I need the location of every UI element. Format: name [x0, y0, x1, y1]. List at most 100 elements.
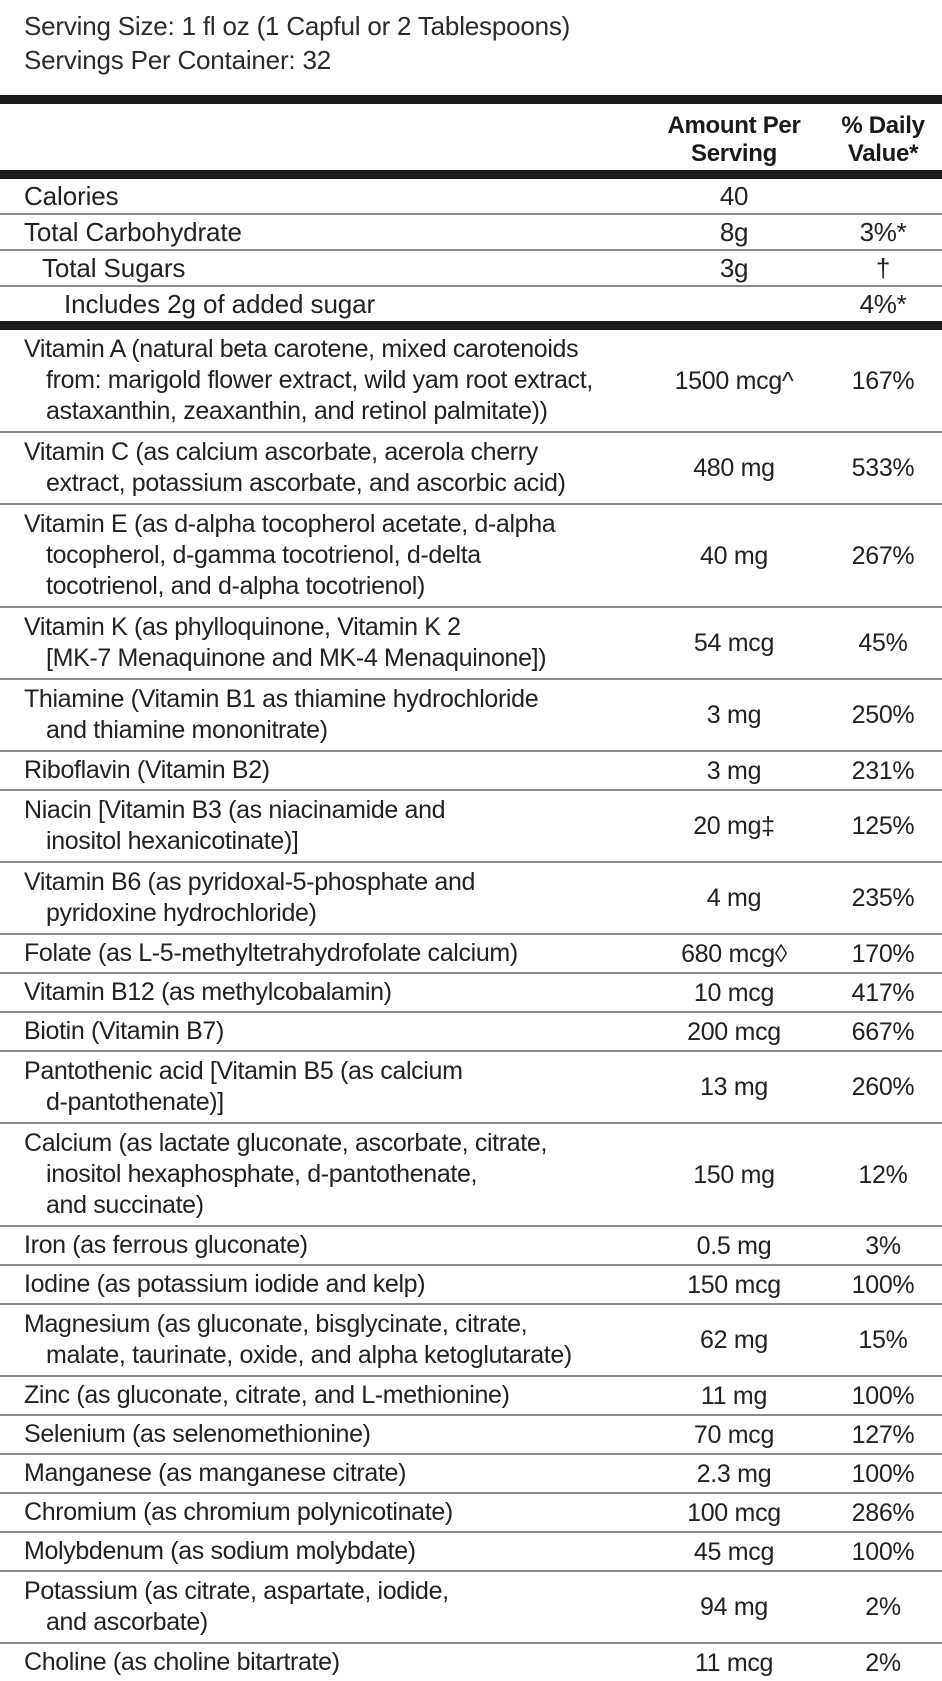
- vitamin-daily-value: 267%: [851, 541, 915, 570]
- vitamin-row: Calcium (as lactate gluconate, ascorbate…: [0, 1124, 942, 1225]
- nutrient-amount: 3g: [719, 253, 749, 283]
- vitamin-daily-value: 250%: [851, 701, 915, 729]
- vitamin-row: Molybdenum (as sodium molybdate) 45 mcg 10…: [0, 1533, 942, 1570]
- vitamin-daily-value: 231%: [851, 756, 915, 785]
- vitamin-daily-value: 100%: [851, 1270, 915, 1299]
- vitamin-row: Vitamin A (natural beta carotene, mixed …: [0, 330, 942, 431]
- vitamin-row: Manganese (as manganese citrate) 2.3 mg 10…: [0, 1455, 942, 1492]
- vitamin-row: Selenium (as selenomethionine) 70 mcg 127%: [0, 1416, 942, 1453]
- nutrient-name: Includes 2g of added sugar: [64, 288, 376, 319]
- vitamin-name: Vitamin B12 (as methylcobalamin): [0, 977, 644, 1008]
- vitamin-name: Vitamin C (as calcium ascorbate, acerola…: [0, 437, 644, 499]
- dv-header-line1: % Daily: [841, 112, 925, 139]
- vitamin-name-line: d-pantothenate)]: [46, 1088, 224, 1116]
- row-divider: [0, 789, 942, 791]
- vitamin-daily-value: 3%: [865, 1231, 901, 1260]
- vitamin-row: Choline (as choline bitartrate) 11 mcg 2%: [0, 1644, 942, 1681]
- vitamin-rows-group: Vitamin A (natural beta carotene, mixed …: [0, 330, 942, 1681]
- vitamin-name-line: tocopherol, d-gamma tocotrienol, d-delta: [46, 541, 481, 569]
- vitamin-amount: 40 mg: [700, 541, 768, 570]
- vitamin-amount: 11 mg: [700, 1381, 768, 1410]
- vitamin-daily-value: 127%: [851, 1420, 915, 1449]
- vitamin-name-line: pyridoxine hydrochloride): [46, 899, 317, 927]
- vitamin-amount: 0.5 mg: [696, 1231, 772, 1260]
- row-divider: [0, 678, 942, 680]
- header-bottom-thick-rule: [0, 170, 942, 179]
- vitamin-amount: 100 mcg: [687, 1498, 781, 1527]
- vitamin-name-line: Vitamin B12 (as methylcobalamin): [24, 978, 392, 1006]
- nutrient-name: Calories: [24, 180, 119, 211]
- vitamin-name: Chromium (as chromium polynicotinate): [0, 1497, 644, 1528]
- vitamin-name: Vitamin A (natural beta carotene, mixed …: [0, 334, 644, 427]
- vitamin-amount: 94 mg: [700, 1593, 768, 1621]
- vitamin-row: Iodine (as potassium iodide and kelp) 150…: [0, 1266, 942, 1303]
- vitamin-name: Vitamin E (as d-alpha tocopherol acetate…: [0, 509, 644, 602]
- vitamin-amount: 480 mg: [693, 454, 775, 482]
- vitamin-name: Magnesium (as gluconate, bisglycinate, c…: [0, 1309, 644, 1371]
- row-divider: [0, 1375, 942, 1377]
- vitamin-name-line: Choline (as choline bitartrate): [24, 1648, 340, 1676]
- vitamin-name: Folate (as L-5-methyltetrahydrofolate ca…: [0, 938, 644, 969]
- vitamin-name: Choline (as choline bitartrate): [0, 1647, 644, 1678]
- vitamin-name-line: Vitamin B6 (as pyridoxal-5-phosphate and: [24, 868, 476, 896]
- vitamin-row: Folate (as L-5-methyltetrahydrofolate ca…: [0, 935, 942, 972]
- vitamin-row: Biotin (Vitamin B7) 200 mcg 667%: [0, 1013, 942, 1050]
- vitamin-name: Zinc (as gluconate, citrate, and L-methi…: [0, 1380, 644, 1411]
- vitamin-name-line: Potassium (as citrate, aspartate, iodide…: [24, 1577, 449, 1605]
- row-divider: [0, 933, 942, 935]
- nutrient-name: Total Sugars: [42, 252, 186, 283]
- dv-header-line2: Value*: [847, 140, 919, 167]
- vitamin-row: Vitamin K (as phylloquinone, Vitamin K 2…: [0, 608, 942, 678]
- servings-per-container-text: Servings Per Container: 32: [24, 45, 331, 75]
- vitamin-daily-value: 2%: [865, 1593, 901, 1621]
- row-divider: [0, 1050, 942, 1052]
- row-divider: [0, 1303, 942, 1305]
- vitamin-daily-value: 260%: [851, 1073, 915, 1101]
- vitamin-name: Iodine (as potassium iodide and kelp): [0, 1269, 644, 1300]
- nutrient-row: Calories 40: [0, 179, 942, 213]
- vitamin-name: Vitamin K (as phylloquinone, Vitamin K 2…: [0, 612, 644, 674]
- vitamin-amount: 13 mg: [700, 1073, 768, 1101]
- amount-header-line2: Serving: [691, 140, 777, 167]
- vitamin-name: Manganese (as manganese citrate): [0, 1458, 644, 1489]
- vitamin-row: Thiamine (Vitamin B1 as thiamine hydroch…: [0, 680, 942, 750]
- vitamin-name-line: inositol hexanicotinate)]: [46, 827, 299, 855]
- vitamin-amount: 70 mcg: [693, 1420, 775, 1449]
- vitamin-daily-value: 170%: [851, 939, 915, 968]
- row-divider: [0, 606, 942, 608]
- nutrient-row: Includes 2g of added sugar 4%*: [0, 287, 942, 321]
- vitamin-name-line: astaxanthin, zeaxanthin, and retinol pal…: [46, 397, 548, 425]
- row-divider: [0, 1011, 942, 1013]
- vitamin-daily-value: 125%: [851, 812, 915, 840]
- vitamin-amount: 3 mg: [706, 756, 762, 785]
- vitamin-name-line: Calcium (as lactate gluconate, ascorbate…: [24, 1129, 548, 1157]
- vitamin-amount: 45 mcg: [693, 1537, 775, 1566]
- vitamin-name: Potassium (as citrate, aspartate, iodide…: [0, 1576, 644, 1638]
- vitamin-name-line: Magnesium (as gluconate, bisglycinate, c…: [24, 1310, 528, 1338]
- vitamin-row: Vitamin C (as calcium ascorbate, acerola…: [0, 433, 942, 503]
- vitamin-amount: 20 mg‡: [693, 812, 775, 840]
- row-divider: [0, 1225, 942, 1227]
- vitamin-amount: 3 mg: [706, 701, 762, 729]
- vitamin-name-line: Zinc (as gluconate, citrate, and L-methi…: [24, 1381, 510, 1409]
- row-divider: [0, 431, 942, 433]
- vitamin-name-line: Riboflavin (Vitamin B2): [24, 756, 270, 784]
- vitamin-amount: 54 mcg: [693, 629, 775, 657]
- amount-per-serving-header: Amount Per Serving: [644, 112, 824, 170]
- vitamin-name-line: Thiamine (Vitamin B1 as thiamine hydroch…: [24, 685, 539, 713]
- row-divider: [0, 249, 942, 251]
- row-divider: [0, 750, 942, 752]
- vitamin-row: Potassium (as citrate, aspartate, iodide…: [0, 1572, 942, 1642]
- vitamin-daily-value: 417%: [851, 978, 915, 1007]
- vitamin-daily-value: 45%: [858, 629, 908, 657]
- vitamin-name-line: Folate (as L-5-methyltetrahydrofolate ca…: [24, 939, 518, 967]
- nutrient-daily-value: 3%*: [859, 217, 907, 247]
- vitamin-daily-value: 2%: [865, 1648, 901, 1677]
- vitamin-name: Calcium (as lactate gluconate, ascorbate…: [0, 1128, 644, 1221]
- daily-value-header: % Daily Value*: [824, 112, 942, 170]
- vitamin-name-line: Pantothenic acid [Vitamin B5 (as calcium: [24, 1057, 463, 1085]
- vitamin-daily-value: 235%: [851, 884, 915, 912]
- vitamin-name-line: and ascorbate): [46, 1608, 208, 1636]
- nutrient-daily-value: †: [875, 253, 891, 283]
- vitamin-name-line: Biotin (Vitamin B7): [24, 1017, 224, 1045]
